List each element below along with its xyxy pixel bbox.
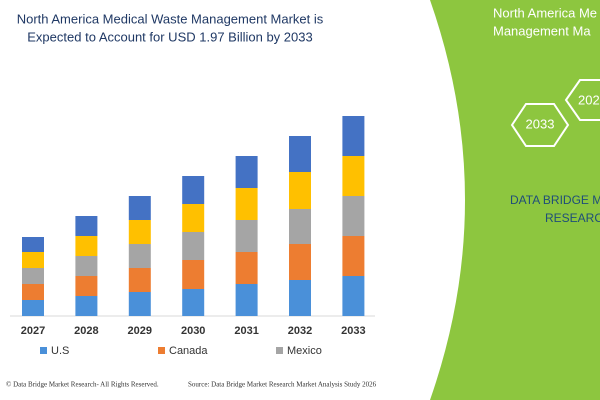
bar-segment	[182, 289, 205, 316]
bar-segment	[235, 188, 258, 220]
panel-heading: Management Ma	[493, 23, 591, 38]
bar-segment	[289, 209, 311, 244]
legend-swatch	[158, 347, 165, 354]
bar-segment	[289, 136, 311, 172]
bar-segment	[128, 292, 151, 316]
hexagon	[564, 79, 600, 121]
bar-segment	[342, 156, 365, 196]
chart-title: North America Medical Waste Management M…	[17, 11, 324, 26]
bar-segment	[235, 252, 258, 284]
bar-segment	[128, 244, 151, 268]
x-tick-label: 2028	[74, 325, 98, 337]
x-tick-label: 2029	[128, 325, 152, 337]
brand-text: RESEARC	[545, 211, 600, 225]
bar-segment	[182, 232, 205, 260]
bar-segment	[22, 300, 44, 316]
bar-segment	[75, 216, 98, 236]
x-tick-label: 2032	[288, 325, 312, 337]
bar-segment	[342, 276, 365, 316]
legend-label: Mexico	[287, 345, 322, 357]
bar-segment	[182, 204, 205, 232]
hexagon-label: 2026	[578, 92, 600, 107]
hexagon-label: 2033	[526, 116, 555, 131]
bar-segment	[22, 268, 44, 284]
bar-segment	[289, 172, 311, 209]
panel-heading: North America Me	[493, 5, 597, 20]
legend-swatch	[276, 347, 283, 354]
bar-segment	[342, 236, 365, 276]
brand-text: DATA BRIDGE M	[510, 193, 600, 207]
legend-label: Canada	[169, 345, 208, 357]
legend-swatch	[40, 347, 47, 354]
bar-segment	[342, 116, 365, 156]
bar-segment	[289, 244, 311, 280]
footer-source: Source: Data Bridge Market Research Mark…	[188, 381, 377, 389]
bar-segment	[22, 252, 44, 268]
bar-segment	[182, 260, 205, 289]
bar-segment	[75, 276, 98, 296]
x-tick-label: 2030	[181, 325, 205, 337]
bar-segment	[22, 284, 44, 300]
green-panel	[430, 0, 600, 400]
x-tick-label: 2031	[234, 325, 258, 337]
bar-segment	[289, 280, 311, 316]
bar-segment	[182, 176, 205, 204]
bar-segment	[235, 284, 258, 316]
x-tick-label: 2033	[341, 325, 365, 337]
bar-segment	[128, 196, 151, 220]
bar-segment	[128, 268, 151, 292]
chart-title: Expected to Account for USD 1.97 Billion…	[27, 29, 312, 44]
bar-segment	[75, 296, 98, 316]
bar-segment	[235, 220, 258, 252]
legend-label: U.S	[51, 345, 69, 357]
bar-segment	[342, 196, 365, 236]
hexagon	[510, 103, 570, 147]
bar-segment	[128, 220, 151, 244]
bar-segment	[75, 236, 98, 256]
bar-segment	[235, 156, 258, 188]
x-tick-label: 2027	[21, 325, 45, 337]
footer-copyright: © Data Bridge Market Research- All Right…	[6, 381, 159, 389]
bar-segment	[75, 256, 98, 276]
bar-segment	[22, 237, 44, 252]
